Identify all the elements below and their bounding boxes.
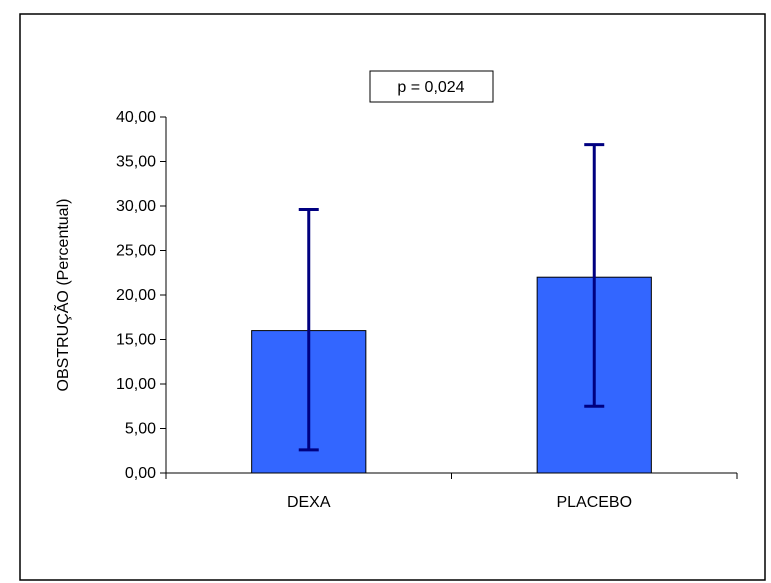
y-tick-label: 25,00 bbox=[116, 243, 156, 260]
x-axis-ticks: DEXA PLACEBO bbox=[165, 473, 738, 511]
y-tick-label: 0,00 bbox=[125, 465, 156, 482]
x-tick-label: PLACEBO bbox=[556, 494, 632, 511]
y-tick-label: 15,00 bbox=[116, 332, 156, 349]
annotation-box: p = 0,024 bbox=[369, 70, 494, 103]
error-bars bbox=[298, 143, 605, 452]
y-tick-label: 35,00 bbox=[116, 154, 156, 171]
x-tick-label: DEXA bbox=[287, 494, 331, 511]
y-tick-label: 30,00 bbox=[116, 198, 156, 215]
y-tick-label: 5,00 bbox=[125, 421, 156, 438]
y-axis-label: OBSTRUÇÃO (Percentual) bbox=[52, 199, 72, 392]
y-tick-label: 40,00 bbox=[116, 109, 156, 126]
annotation-frame bbox=[369, 70, 494, 103]
y-axis-ticks: 0,00 5,00 10,00 15,00 20,00 25,00 30,00 35,00 40… bbox=[116, 109, 166, 482]
annotation-text: p = 0,024 bbox=[397, 79, 464, 96]
y-tick-label: 20,00 bbox=[116, 287, 156, 304]
y-tick-label: 10,00 bbox=[116, 376, 156, 393]
